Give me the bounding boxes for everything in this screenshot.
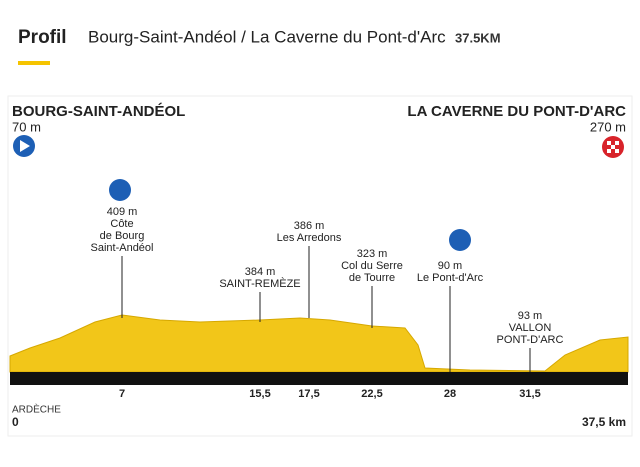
point-altitude: 409 m xyxy=(107,206,138,218)
start-altitude: 70 m xyxy=(12,119,41,134)
point-name: VALLON xyxy=(509,322,552,334)
km-label: 31,5 xyxy=(519,388,540,400)
point-altitude: 323 m xyxy=(357,248,388,260)
start-name: BOURG-SAINT-ANDÉOL xyxy=(12,103,185,120)
region: ARDÈCHE xyxy=(12,403,61,416)
km-label: 15,5 xyxy=(249,388,270,400)
point-name: Côte xyxy=(110,218,133,230)
point-name: Col du Serre xyxy=(341,260,403,272)
start-km: 0 xyxy=(12,415,19,429)
point-altitude: 93 m xyxy=(518,310,542,322)
point-altitude: 386 m xyxy=(294,220,325,232)
point-name: de Tourre xyxy=(349,272,395,284)
underline xyxy=(18,61,50,65)
km-bar xyxy=(10,372,628,385)
point-altitude: 384 m xyxy=(245,266,276,278)
route: Bourg-Saint-Andéol / La Caverne du Pont-… xyxy=(88,27,446,46)
climb-icon xyxy=(109,179,131,201)
sprint-icon xyxy=(449,229,471,251)
km-label: 28 xyxy=(444,388,456,400)
point-name: Les Arredons xyxy=(277,232,342,244)
km-label: 7 xyxy=(119,388,125,400)
point-name: SAINT-REMÈZE xyxy=(219,277,300,290)
point-altitude: 90 m xyxy=(438,260,462,272)
finish-name: LA CAVERNE DU PONT-D'ARC xyxy=(407,103,626,120)
km-label: 22,5 xyxy=(361,388,382,400)
finish-flag xyxy=(607,141,619,153)
end-km: 37,5 km xyxy=(582,415,626,429)
point-name: de Bourg xyxy=(100,230,145,242)
start-arrow xyxy=(20,140,30,152)
point-name: Saint-Andéol xyxy=(91,242,154,254)
point-name: PONT-D'ARC xyxy=(497,334,564,346)
km-label: 17,5 xyxy=(298,388,319,400)
terrain xyxy=(9,314,629,373)
distance: 37.5KM xyxy=(455,30,501,45)
finish-altitude: 270 m xyxy=(590,119,626,134)
point-name: Le Pont-d'Arc xyxy=(417,272,484,284)
title: Profil xyxy=(18,27,67,48)
